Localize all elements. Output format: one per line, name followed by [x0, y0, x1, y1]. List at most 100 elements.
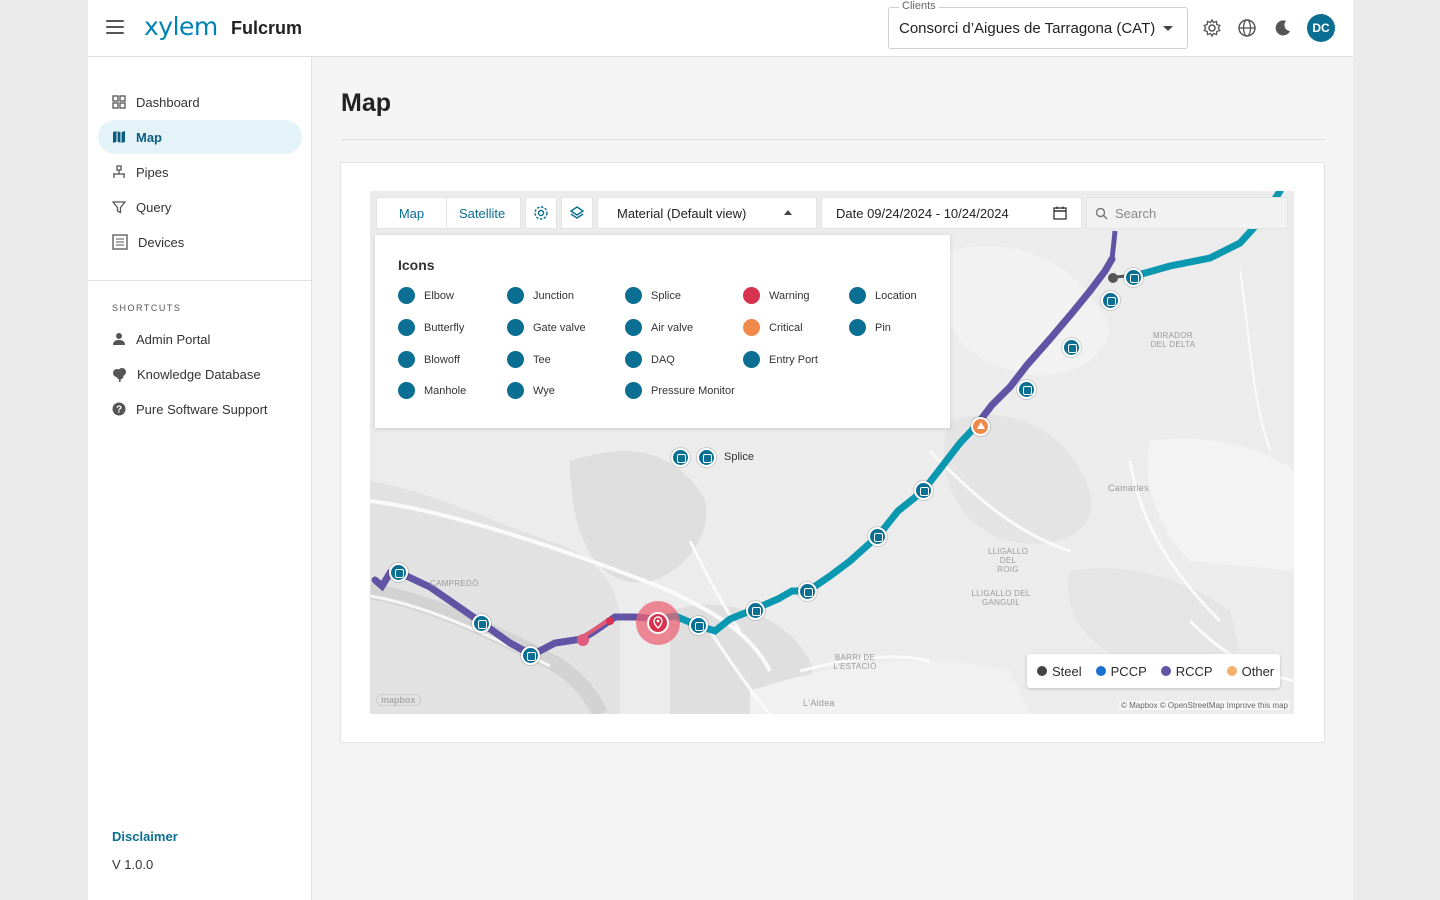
- entry-port-pin[interactable]: [746, 601, 765, 620]
- sidebar-item-label: Devices: [138, 234, 185, 250]
- splice-icon: [625, 287, 642, 304]
- mapbox-logo[interactable]: mapbox: [376, 694, 421, 706]
- legend-pccp: PCCP: [1095, 663, 1147, 679]
- legend-label: Steel: [1052, 663, 1082, 679]
- splice-tooltip-label: Splice: [724, 451, 754, 463]
- elbow-pin[interactable]: [389, 563, 408, 582]
- legend-label: Gate valve: [533, 321, 586, 334]
- map-attribution[interactable]: © Mapbox © OpenStreetMap Improve this ma…: [1119, 701, 1290, 710]
- air-valve-pin[interactable]: [1101, 291, 1120, 310]
- wye-pin[interactable]: [1017, 380, 1036, 399]
- legend-item-manhole: Manhole: [398, 382, 466, 399]
- legend-label: Junction: [533, 289, 574, 302]
- search-placeholder: Search: [1115, 205, 1157, 221]
- help-icon: ?: [112, 402, 126, 416]
- manhole-pin[interactable]: [689, 616, 708, 635]
- gate-valve-pin[interactable]: [868, 527, 887, 546]
- pressure-monitor-icon: [625, 382, 642, 399]
- legend-item-tee: Tee: [507, 351, 551, 368]
- disclaimer-link[interactable]: Disclaimer: [112, 829, 178, 844]
- avatar[interactable]: DC: [1307, 14, 1335, 42]
- shortcut-pure-software-support[interactable]: ? Pure Software Support: [98, 392, 302, 426]
- daq-pin[interactable]: [1124, 268, 1143, 287]
- legend-label: Tee: [533, 353, 551, 366]
- map-canvas[interactable]: Camarles L'Aldea MIRADOR DEL DELTA LLIGA…: [370, 191, 1294, 714]
- layers-icon: [569, 206, 585, 219]
- tab-map[interactable]: Map: [377, 198, 447, 228]
- place-label-campredo: CAMPREDÓ: [430, 579, 479, 588]
- globe-icon[interactable]: [1236, 17, 1258, 39]
- location-marker-icon: [653, 616, 663, 629]
- layers-button[interactable]: [561, 197, 593, 229]
- blowoff-pin[interactable]: [521, 646, 540, 665]
- sidebar-item-label: Query: [136, 199, 172, 215]
- legend-label: Air valve: [651, 321, 694, 334]
- svg-text:?: ?: [116, 405, 122, 416]
- junction-icon: [507, 287, 524, 304]
- settings-icon[interactable]: [1201, 17, 1223, 39]
- legend-label: PCCP: [1110, 663, 1147, 679]
- menu-icon[interactable]: [106, 20, 124, 34]
- legend-item-splice: Splice: [625, 287, 681, 304]
- map-view-toggle: Map Satellite: [376, 197, 521, 229]
- shortcut-admin-portal[interactable]: Admin Portal: [98, 322, 302, 356]
- legend-label: RCCP: [1175, 663, 1213, 679]
- legend-label: Pressure Monitor: [651, 384, 735, 397]
- search-input[interactable]: Search: [1086, 197, 1288, 229]
- butterfly-pin[interactable]: [472, 614, 491, 633]
- icons-legend-panel: Icons Elbow Junction Splice Warning Loca…: [375, 235, 950, 428]
- place-label-lligallo-roig: LLIGALLO DEL ROIG: [988, 547, 1029, 574]
- tee-pin[interactable]: [914, 481, 933, 500]
- butterfly-icon: [398, 319, 415, 336]
- shortcut-label: Knowledge Database: [137, 366, 261, 382]
- splice-tooltip-icon[interactable]: [671, 448, 690, 467]
- wye-icon: [507, 382, 524, 399]
- critical-icon: [743, 319, 760, 336]
- material-legend: Steel PCCP RCCP Other: [1027, 654, 1280, 688]
- legend-item-pressure-monitor: Pressure Monitor: [625, 382, 735, 399]
- legend-steel: Steel: [1037, 664, 1082, 679]
- critical-pin[interactable]: [971, 417, 990, 436]
- tee-icon: [507, 351, 524, 368]
- junction-tooltip-icon[interactable]: [697, 448, 716, 467]
- legend-item-blowoff: Blowoff: [398, 351, 460, 368]
- legend-label: Wye: [533, 384, 555, 397]
- blowoff-icon: [398, 351, 415, 368]
- legend-other: Other: [1226, 663, 1275, 679]
- rccp-swatch: [1160, 666, 1171, 676]
- filter-icon: [112, 201, 126, 214]
- warning-pin[interactable]: [647, 612, 669, 634]
- caret-up-icon: [784, 210, 792, 215]
- date-range-picker[interactable]: Date 09/24/2024 - 10/24/2024: [821, 197, 1082, 229]
- steel-swatch: [1037, 666, 1047, 676]
- icons-legend-title: Icons: [398, 257, 435, 273]
- legend-label: Warning: [769, 289, 810, 302]
- legend-item-warning: Warning: [743, 287, 810, 304]
- sidebar-item-dashboard[interactable]: Dashboard: [98, 85, 302, 119]
- clients-select[interactable]: Clients Consorci d’Aigues de Tarragona (…: [888, 0, 1188, 49]
- entry-port-icon: [743, 351, 760, 368]
- page-title: Map: [341, 89, 391, 117]
- tab-satellite[interactable]: Satellite: [459, 205, 506, 221]
- list-icon: [112, 234, 128, 250]
- junction-pin[interactable]: [798, 582, 817, 601]
- legend-item-wye: Wye: [507, 382, 555, 399]
- shortcut-knowledge-database[interactable]: Knowledge Database: [98, 357, 302, 391]
- map-settings-button[interactable]: [525, 197, 557, 229]
- dark-mode-icon[interactable]: [1272, 17, 1294, 39]
- sidebar-item-devices[interactable]: Devices: [98, 225, 302, 259]
- daq-icon: [625, 351, 642, 368]
- sidebar-item-query[interactable]: Query: [98, 190, 302, 224]
- pin-icon: [849, 319, 866, 336]
- sidebar-item-pipes[interactable]: Pipes: [98, 155, 302, 189]
- splice-pin[interactable]: [1062, 338, 1081, 357]
- settings-icon: [534, 206, 548, 220]
- pccp-swatch: [1095, 666, 1106, 676]
- place-label-laldea: L'Aldea: [803, 698, 835, 708]
- legend-label: Other: [1241, 663, 1275, 679]
- sidebar-item-map[interactable]: Map: [98, 120, 302, 154]
- material-select[interactable]: Material (Default view): [597, 197, 817, 229]
- legend-label: DAQ: [651, 353, 675, 366]
- version-label: V 1.0.0: [112, 857, 154, 872]
- search-icon: [1095, 207, 1108, 219]
